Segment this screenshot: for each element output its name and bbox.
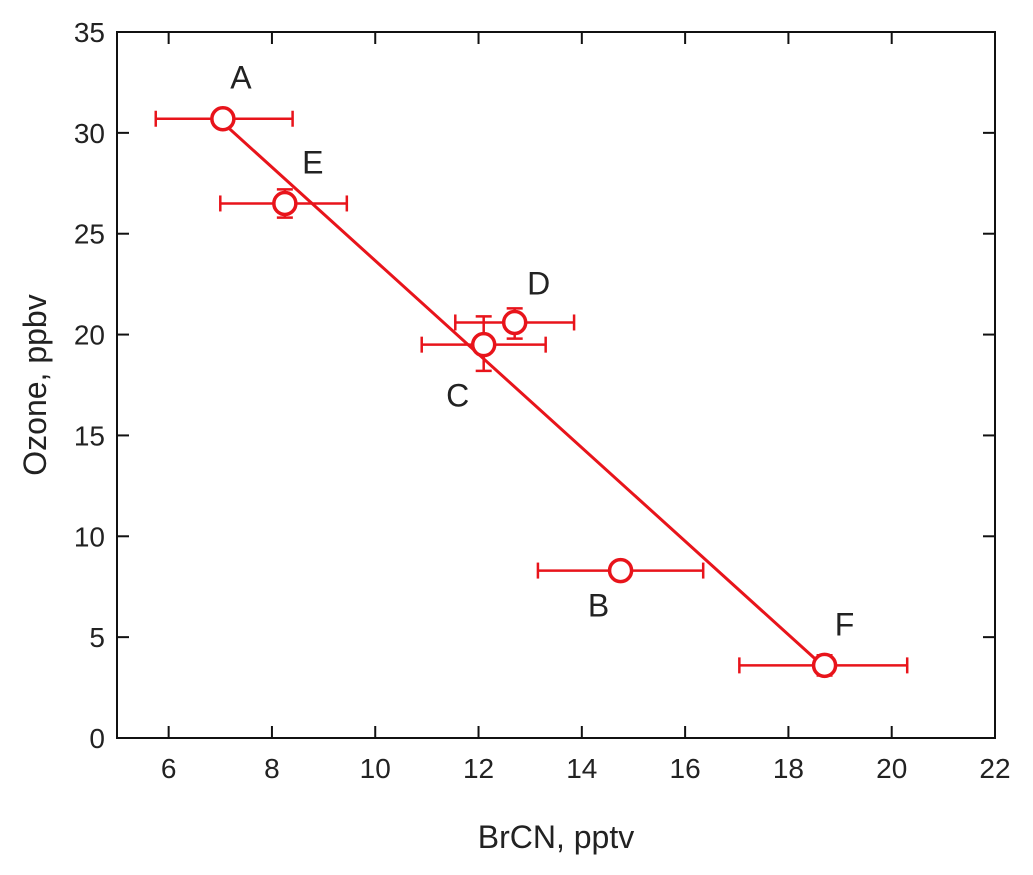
- y-tick-label: 0: [89, 723, 105, 754]
- x-tick-label: 16: [670, 753, 701, 784]
- data-points-group: [210, 105, 838, 679]
- data-point: [811, 652, 838, 679]
- error-bars-group: [154, 110, 909, 677]
- axis-ticks: 6 8 10 12 14 16 18 20 22 0 5 10 15 20 25 30 35: [74, 17, 1011, 784]
- data-point: [607, 557, 634, 584]
- y-tick-label: 25: [74, 219, 105, 250]
- y-tick-label: 20: [74, 320, 105, 351]
- point-labels-group: A E C D B F: [230, 60, 854, 643]
- x-tick-label: 14: [566, 753, 597, 784]
- point-label: C: [446, 378, 469, 414]
- point-label: A: [230, 60, 252, 96]
- point-label: B: [588, 588, 609, 624]
- data-point: [272, 190, 298, 217]
- y-tick-label: 5: [89, 622, 105, 653]
- x-axis-label: BrCN, pptv: [478, 819, 634, 855]
- y-tick-label: 15: [74, 420, 105, 451]
- point-label: F: [835, 606, 855, 642]
- data-point: [501, 309, 528, 336]
- fit-line-group: [221, 121, 826, 669]
- x-tick-label: 20: [876, 753, 907, 784]
- fit-line: [221, 121, 826, 669]
- x-tick-label: 6: [161, 753, 177, 784]
- point-label: E: [302, 144, 323, 180]
- x-tick-label: 22: [979, 753, 1010, 784]
- data-point: [470, 331, 497, 358]
- x-tick-label: 8: [264, 753, 280, 784]
- y-axis-label: Ozone, ppbv: [17, 294, 53, 475]
- data-point: [210, 105, 236, 132]
- y-tick-label: 30: [74, 118, 105, 149]
- plot-frame: [116, 31, 996, 739]
- y-tick-label: 10: [74, 521, 105, 552]
- x-tick-label: 10: [360, 753, 391, 784]
- x-tick-label: 18: [773, 753, 804, 784]
- y-tick-label: 35: [74, 17, 105, 48]
- point-label: D: [527, 265, 550, 301]
- x-tick-label: 12: [463, 753, 494, 784]
